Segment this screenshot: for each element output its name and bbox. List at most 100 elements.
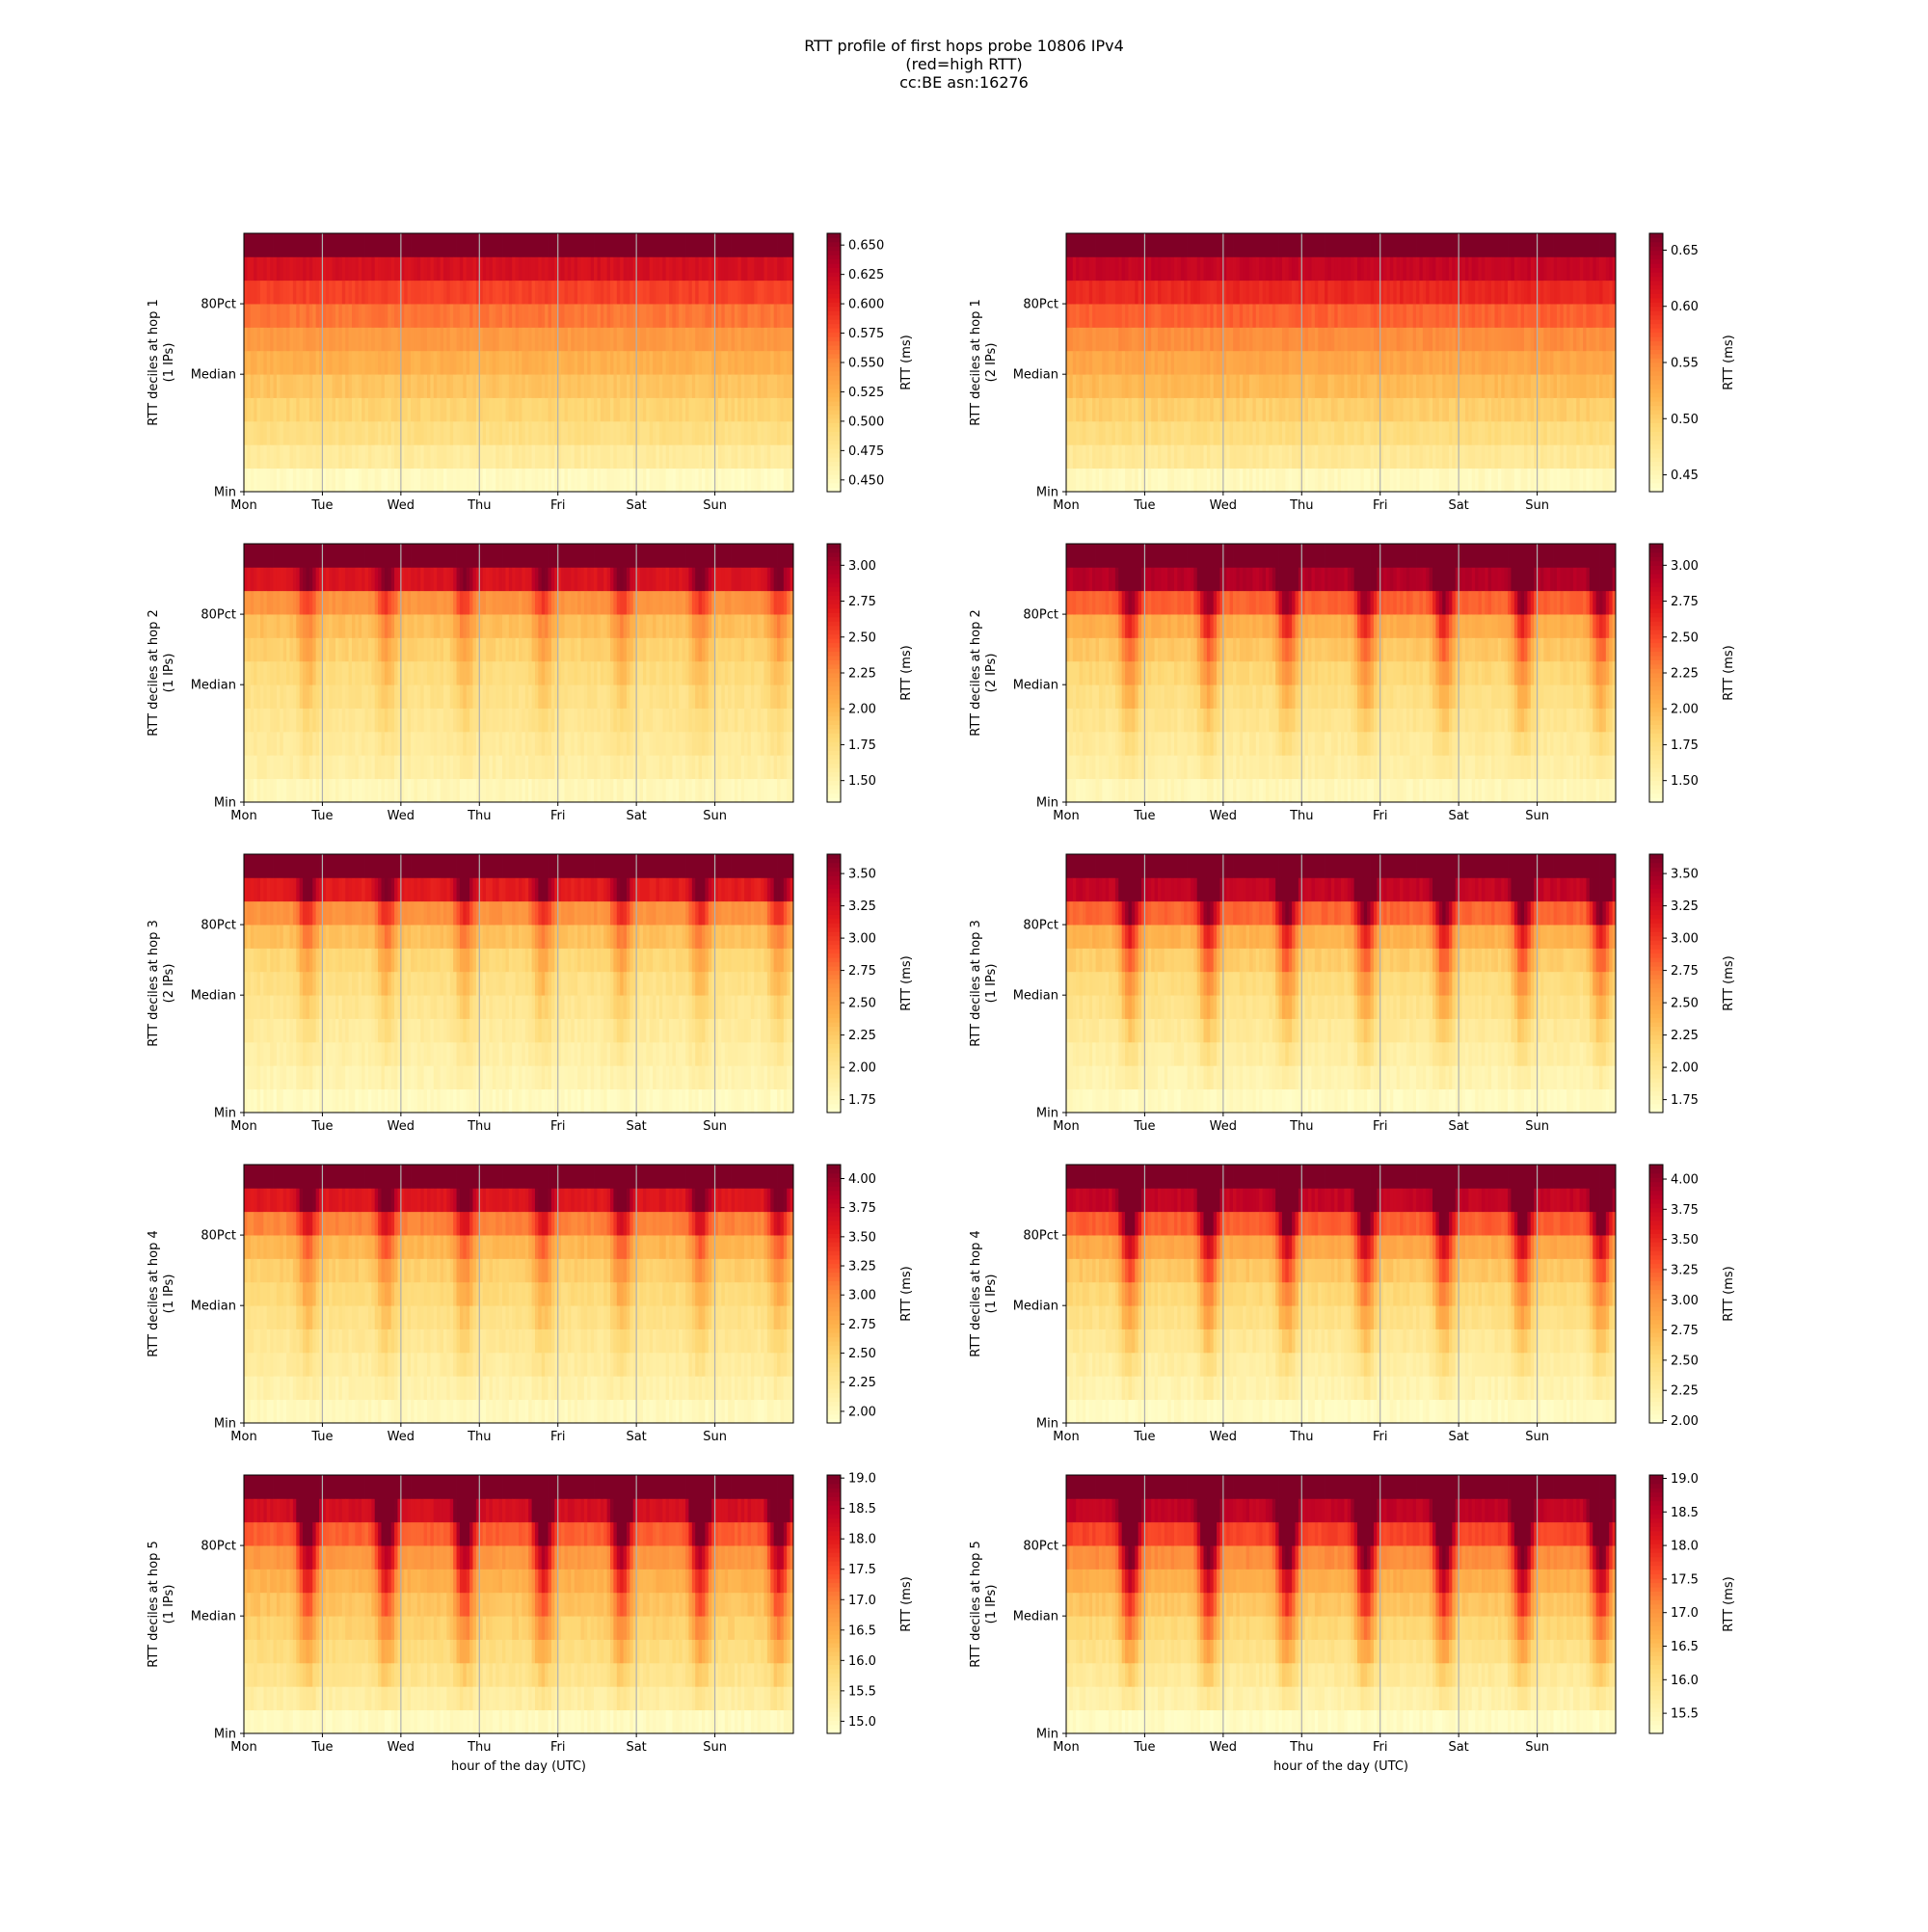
heatmap-cell — [1263, 444, 1267, 469]
heatmap-cell — [1602, 398, 1606, 422]
heatmap-cell — [525, 732, 529, 756]
heatmap-cell — [1403, 444, 1406, 469]
heatmap-cell — [260, 256, 264, 281]
heatmap-cell — [362, 755, 365, 779]
heatmap-cell — [551, 469, 555, 493]
heatmap-cell — [774, 469, 778, 493]
heatmap-cell — [244, 327, 248, 351]
heatmap-cell — [427, 567, 431, 591]
heatmap-cell — [1426, 469, 1430, 493]
heatmap-cell — [1197, 351, 1201, 375]
heatmap-cell — [620, 256, 624, 281]
heatmap-cell — [1576, 398, 1580, 422]
heatmap-cell — [561, 281, 565, 305]
heatmap-cell — [260, 684, 264, 709]
heatmap-cell — [709, 469, 712, 493]
heatmap-cell — [362, 591, 365, 615]
heatmap-cell — [267, 444, 271, 469]
heatmap-cell — [460, 281, 464, 305]
heatmap-cell — [748, 374, 752, 398]
heatmap-cell — [424, 398, 428, 422]
heatmap-cell — [1557, 281, 1561, 305]
heatmap-cell — [1230, 351, 1234, 375]
heatmap-cell — [1282, 351, 1286, 375]
heatmap-cell — [522, 444, 525, 469]
heatmap-cell — [1524, 469, 1528, 493]
heatmap-cell — [751, 351, 755, 375]
heatmap-cell — [1236, 233, 1240, 257]
heatmap-cell — [329, 233, 333, 257]
heatmap-cell — [744, 256, 748, 281]
heatmap-cell — [355, 421, 359, 445]
heatmap-cell — [505, 591, 509, 615]
heatmap-cell — [408, 591, 412, 615]
heatmap-cell — [391, 779, 395, 803]
heatmap-cell — [446, 732, 450, 756]
heatmap-cell — [1089, 421, 1093, 445]
heatmap-cell — [352, 684, 356, 709]
heatmap-cell — [1200, 256, 1204, 281]
heatmap-cell — [338, 755, 342, 779]
heatmap-cell — [1403, 421, 1406, 445]
heatmap-cell — [362, 567, 365, 591]
heatmap-cell — [404, 614, 408, 638]
heatmap-cell — [1570, 444, 1574, 469]
heatmap-cell — [1204, 327, 1208, 351]
heatmap-cell — [1109, 351, 1112, 375]
heatmap-cell — [1269, 233, 1272, 257]
heatmap-cell — [1406, 398, 1410, 422]
heatmap-cell — [309, 469, 313, 493]
heatmap-cell — [1177, 398, 1181, 422]
colorbar-step — [827, 362, 841, 367]
heatmap-cell — [408, 444, 412, 469]
heatmap-cell — [1207, 256, 1211, 281]
heatmap-cell — [437, 637, 441, 661]
heatmap-cell — [1184, 327, 1188, 351]
heatmap-cell — [624, 374, 628, 398]
heatmap-cell — [1296, 444, 1299, 469]
heatmap-cell — [1433, 398, 1436, 422]
heatmap-cell — [270, 256, 274, 281]
heatmap-cell — [443, 637, 447, 661]
heatmap-cell — [1505, 469, 1509, 493]
heatmap-cell — [1472, 327, 1476, 351]
heatmap-cell — [1430, 469, 1433, 493]
heatmap-cell — [1161, 233, 1165, 257]
heatmap-cell — [443, 732, 447, 756]
heatmap-cell — [1583, 233, 1587, 257]
heatmap-cell — [1263, 327, 1267, 351]
heatmap-cell — [666, 304, 670, 328]
heatmap-cell — [1158, 233, 1162, 257]
heatmap-cell — [1527, 444, 1531, 469]
heatmap-cell — [561, 661, 565, 685]
heatmap-cell — [1184, 256, 1188, 281]
heatmap-cell — [1416, 256, 1420, 281]
heatmap-cell — [489, 732, 493, 756]
heatmap-cell — [1151, 398, 1155, 422]
colorbar-step — [1649, 380, 1663, 385]
heatmap-cell — [446, 567, 450, 591]
heatmap-cell — [473, 444, 477, 469]
heatmap-cell — [1430, 421, 1433, 445]
heatmap-cell — [1252, 233, 1256, 257]
heatmap-cell — [1426, 281, 1430, 305]
heatmap-cell — [1188, 398, 1192, 422]
heatmap-cell — [312, 256, 316, 281]
heatmap-cell — [702, 281, 706, 305]
heatmap-cell — [460, 256, 464, 281]
heatmap-cell — [551, 233, 555, 257]
heatmap-cell — [1465, 444, 1469, 469]
heatmap-cell — [1452, 281, 1456, 305]
heatmap-cell — [1226, 469, 1230, 493]
colorbar-step — [1649, 423, 1663, 428]
colorbar-step — [1649, 289, 1663, 294]
heatmap-cell — [335, 444, 339, 469]
heatmap-cell — [1112, 421, 1116, 445]
heatmap-cell — [1106, 469, 1110, 493]
heatmap-cell — [427, 469, 431, 493]
heatmap-cell — [683, 281, 686, 305]
heatmap-cell — [469, 398, 473, 422]
heatmap-cell — [375, 637, 379, 661]
heatmap-cell — [627, 304, 630, 328]
heatmap-cell — [280, 351, 283, 375]
